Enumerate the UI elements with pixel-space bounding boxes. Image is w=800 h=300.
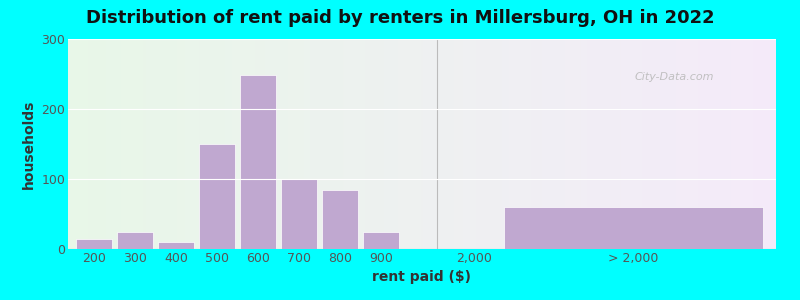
Bar — [281, 179, 318, 249]
Bar — [117, 232, 154, 249]
X-axis label: rent paid ($): rent paid ($) — [373, 270, 471, 284]
Bar — [504, 207, 763, 249]
Bar — [240, 75, 276, 249]
Bar — [198, 144, 235, 249]
Text: Distribution of rent paid by renters in Millersburg, OH in 2022: Distribution of rent paid by renters in … — [86, 9, 714, 27]
Bar — [322, 190, 358, 249]
Bar — [158, 242, 194, 249]
Text: City-Data.com: City-Data.com — [634, 72, 714, 82]
Bar — [75, 238, 112, 249]
Bar — [362, 232, 399, 249]
Y-axis label: households: households — [22, 99, 36, 189]
